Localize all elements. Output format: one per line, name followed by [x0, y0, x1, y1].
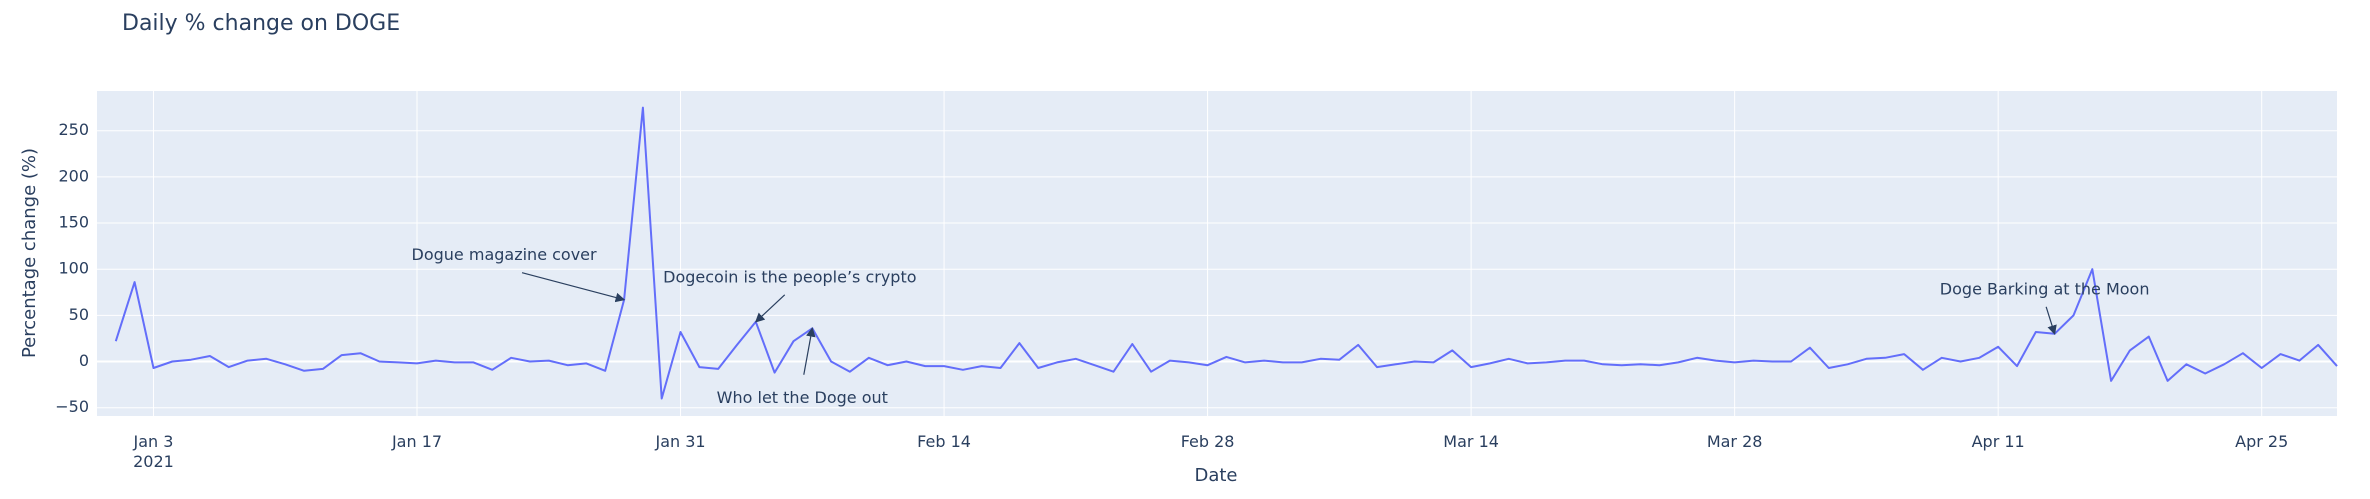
annotation-text: Dogecoin is the people’s crypto: [663, 267, 916, 286]
x-tick-label-line: Jan 17: [391, 432, 442, 451]
y-tick-label: 0: [79, 351, 89, 370]
annotation-arrow: [2045, 306, 2057, 335]
x-tick-label: Feb 28: [1181, 432, 1235, 451]
x-tick-label-line: Mar 28: [1707, 432, 1763, 451]
x-tick-label-line: Jan 31: [654, 432, 705, 451]
x-tick-label: Apr 25: [2235, 432, 2288, 451]
line-series: [114, 106, 2338, 400]
x-tick-label-line: Apr 25: [2235, 432, 2288, 451]
y-tick-label: 200: [58, 166, 89, 185]
x-tick-label: Apr 11: [1972, 432, 2025, 451]
y-tick-label: 50: [69, 305, 89, 324]
annotation-text: Doge Barking at the Moon: [1940, 279, 2150, 298]
y-tick-label: 250: [58, 120, 89, 139]
x-tick-label-line: Feb 14: [917, 432, 971, 451]
x-tick-label: Mar 14: [1443, 432, 1499, 451]
y-tick-label: 100: [58, 259, 89, 278]
x-tick-label-line: 2021: [133, 452, 174, 471]
x-tick-label-line: Apr 11: [1972, 432, 2025, 451]
x-tick-label: Jan 3 2021: [133, 432, 174, 471]
x-tick-label-line: Jan 3: [133, 432, 174, 451]
x-tick-label: Jan 17: [391, 432, 442, 451]
y-tick-label: −50: [55, 397, 89, 416]
y-tick-label: 150: [58, 213, 89, 232]
x-tick-label: Feb 14: [917, 432, 971, 451]
x-tick-label: Mar 28: [1707, 432, 1763, 451]
annotation-arrow: [754, 294, 786, 323]
y-axis-title: Percentage change (%): [19, 148, 40, 358]
x-axis-title: Date: [1194, 465, 1237, 486]
x-tick-label: Jan 31: [654, 432, 705, 451]
x-tick-label-line: Mar 14: [1443, 432, 1499, 451]
annotation-arrow: [521, 272, 626, 303]
annotation-arrow: [803, 327, 816, 375]
chart-title: Daily % change on DOGE: [122, 11, 400, 36]
x-tick-label-line: Feb 28: [1181, 432, 1235, 451]
annotation-text: Dogue magazine cover: [412, 245, 598, 264]
annotation-text: Who let the Doge out: [717, 388, 888, 407]
